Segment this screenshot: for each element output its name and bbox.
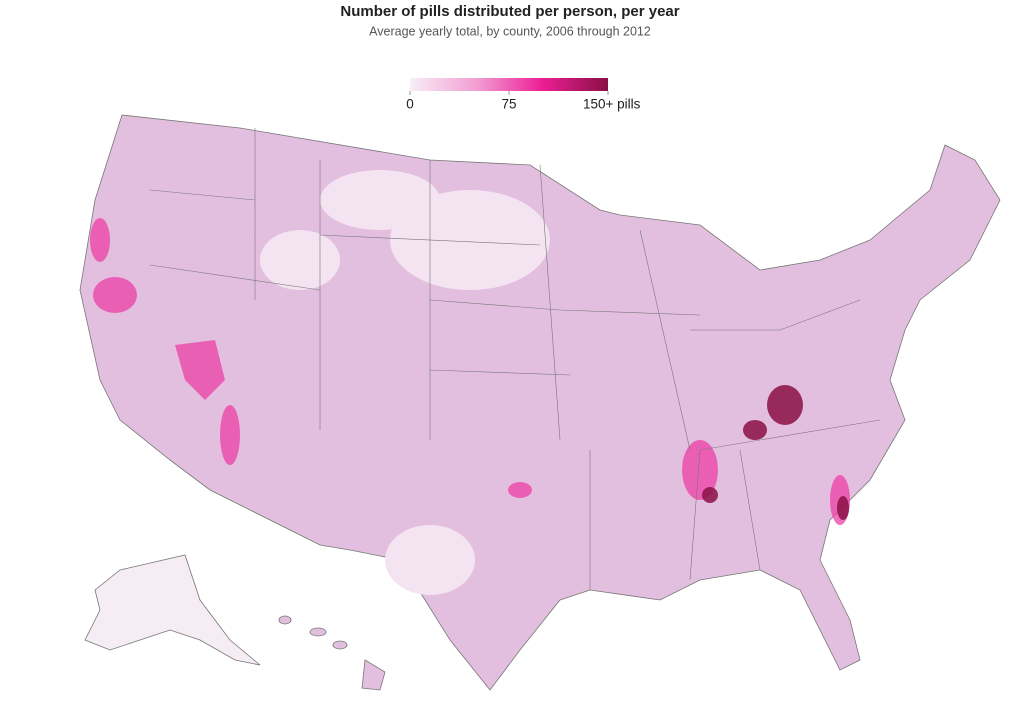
title: Number of pills distributed per person, … (340, 3, 679, 20)
legend: 0 75 150+ pills (406, 78, 641, 112)
legend-label: 0 (406, 97, 414, 112)
alaska (84, 554, 261, 666)
legend-label: 75 (501, 97, 516, 112)
subtitle: Average yearly total, by county, 2006 th… (369, 24, 651, 38)
color-ramp (410, 78, 608, 91)
hawaii (278, 615, 386, 691)
contiguous-us (79, 114, 1001, 691)
legend-label: 150+ pills (583, 97, 641, 112)
map (79, 114, 1001, 691)
